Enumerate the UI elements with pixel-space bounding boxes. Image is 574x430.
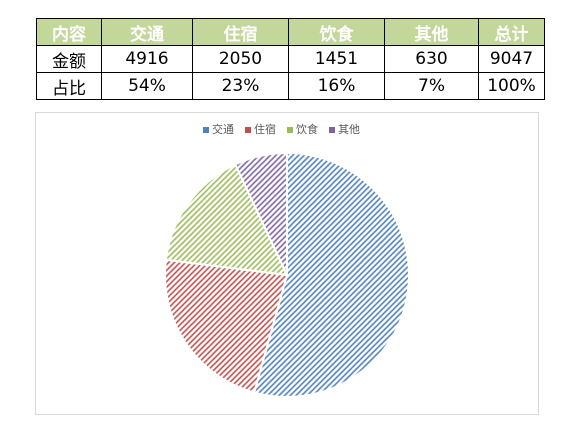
pie-slice (164, 163, 289, 277)
table-cell: 总计 (478, 18, 545, 46)
table-cell: 2050 (192, 45, 289, 73)
table-cell: 7% (384, 72, 479, 100)
table-cell: 住宿 (192, 18, 289, 46)
table-cell: 16% (288, 72, 385, 100)
legend-swatch (245, 127, 251, 133)
table-cell: 饮食 (288, 18, 385, 46)
chart: 交通 住宿 饮食 其他 (35, 112, 539, 415)
legend-swatch (329, 127, 335, 133)
legend-label: 交通 (212, 122, 234, 136)
pie-slice (164, 258, 289, 394)
table-cell: 内容 (36, 18, 102, 46)
table-cell: 其他 (384, 18, 479, 46)
table-cell: 630 (384, 45, 479, 73)
table-cell: 占比 (36, 72, 102, 100)
legend-swatch (203, 127, 209, 133)
table-row: 金额 4916 2050 1451 630 9047 (36, 45, 545, 73)
pie-slice (233, 151, 288, 276)
table-cell: 金额 (36, 45, 102, 73)
table-cell: 23% (192, 72, 289, 100)
pie-slice (252, 151, 410, 398)
table-cell: 交通 (101, 18, 193, 46)
legend-label: 住宿 (254, 122, 276, 136)
table-row: 占比 54% 23% 16% 7% 100% (36, 72, 545, 100)
legend-swatch (287, 127, 293, 133)
table-cell: 4916 (101, 45, 193, 73)
table-cell: 1451 (288, 45, 385, 73)
table-cell: 54% (101, 72, 193, 100)
table-cell: 9047 (478, 45, 545, 73)
legend-label: 饮食 (296, 122, 318, 136)
table-row: 内容 交通 住宿 饮食 其他 总计 (36, 18, 545, 46)
legend-label: 其他 (338, 123, 360, 136)
table-cell: 100% (478, 72, 545, 100)
data-table: 内容 交通 住宿 饮食 其他 总计 金额 4916 2050 1451 630 9047 占比 54% 23… (36, 18, 545, 100)
